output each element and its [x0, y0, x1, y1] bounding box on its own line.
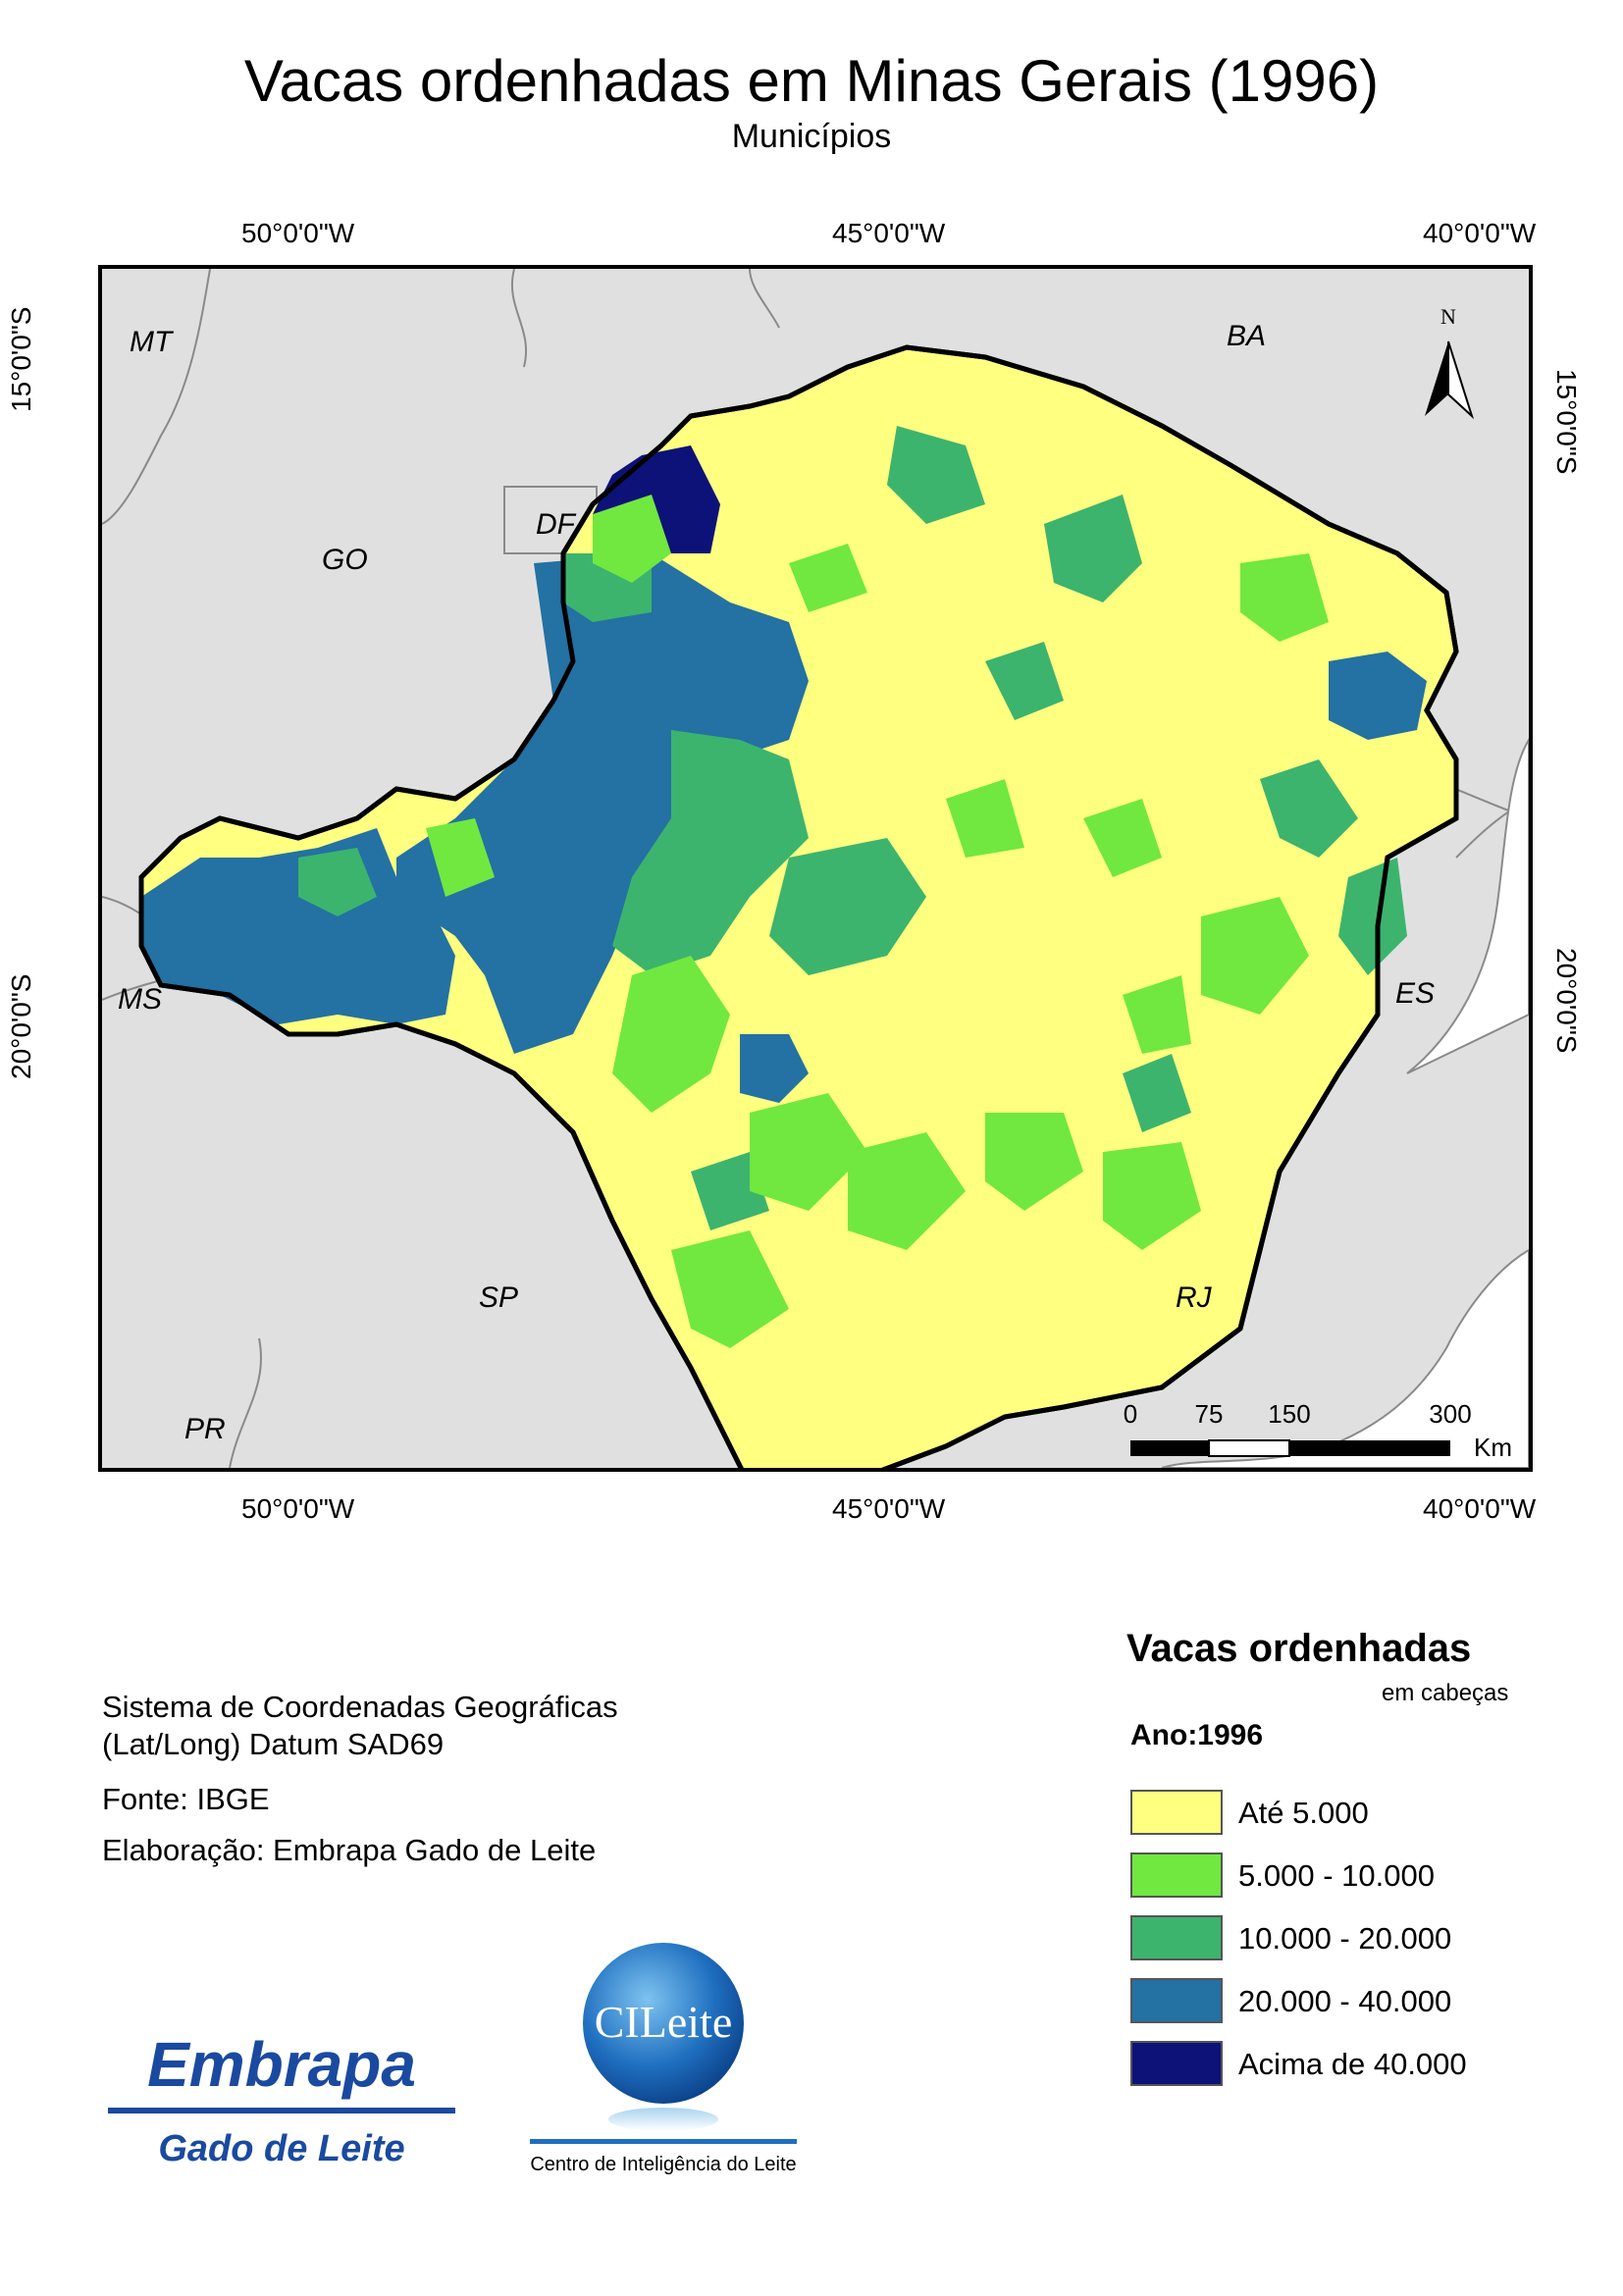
- state-label-mt: MT: [130, 326, 175, 358]
- map-canvas: MT BA GO DF MS ES SP RJ PR N 0 75 150 30…: [102, 269, 1529, 1468]
- note-coordinate-system-2: (Lat/Long) Datum SAD69: [102, 1727, 445, 1761]
- graticule-top-45w: 45°0'0"W: [832, 218, 946, 248]
- ocean: [1161, 1248, 1529, 1468]
- minas-gerais-border: [138, 344, 1459, 1468]
- graticule-bottom-45w: 45°0'0"W: [832, 1493, 946, 1524]
- class-2-area-1: [593, 495, 671, 583]
- note-coordinate-system-1: Sistema de Coordenadas Geográficas: [102, 1690, 618, 1724]
- scale-tick-150: 150: [1268, 1399, 1310, 1429]
- class-5-area-northwest: [593, 445, 720, 553]
- legend-item: Acima de 40.000: [1130, 2041, 1543, 2088]
- go-ba-boundary: [511, 269, 527, 368]
- legend-unit: em cabeças: [1382, 1680, 1509, 1706]
- state-label-go: GO: [322, 544, 368, 576]
- scale-tick-0: 0: [1124, 1399, 1137, 1429]
- class-2-area-5: [985, 1113, 1083, 1211]
- class-2-area-13: [789, 544, 867, 612]
- cileite-logo: CILeite Centro de Inteligência do Leite: [530, 1943, 797, 2178]
- legend-swatch: [1130, 1978, 1223, 2023]
- class-3-area-4: [887, 426, 985, 524]
- class-3-area-8: [298, 848, 377, 916]
- class-2-area-6: [1103, 1142, 1201, 1250]
- graticule-right-20s: 20°0'0"S: [1551, 948, 1582, 1054]
- class-4-area-south: [740, 1034, 809, 1103]
- legend-item: Até 5.000: [1130, 1790, 1543, 1837]
- state-label-df: DF: [536, 508, 577, 541]
- class-3-area-7: [1338, 858, 1407, 975]
- class-2-area-2: [612, 956, 730, 1113]
- cileite-logo-word: CILeite: [595, 1997, 733, 2047]
- note-credit: Elaboração: Embrapa Gado de Leite: [102, 1833, 597, 1867]
- class-2-area-10: [1083, 799, 1162, 877]
- scale-tick-300: 300: [1429, 1399, 1471, 1429]
- state-label-rj: RJ: [1176, 1281, 1213, 1314]
- scale-unit: Km: [1474, 1433, 1512, 1462]
- class-2-area-12: [1123, 975, 1191, 1054]
- legend-item: 20.000 - 40.000: [1130, 1978, 1543, 2025]
- note-source: Fonte: IBGE: [102, 1782, 270, 1816]
- legend-label: 5.000 - 10.000: [1238, 1858, 1435, 1893]
- map-frame: MT BA GO DF MS ES SP RJ PR N 0 75 150 30…: [98, 265, 1533, 1472]
- go-ba-boundary-2: [749, 269, 780, 329]
- state-label-sp: SP: [479, 1281, 518, 1314]
- legend-label: Acima de 40.000: [1238, 2047, 1467, 2081]
- class-2-area-14: [426, 818, 495, 897]
- embrapa-logo: Embrapa Gado de Leite: [108, 2011, 455, 2190]
- graticule-top-50w: 50°0'0"W: [241, 218, 355, 248]
- municipalities-layer: [141, 426, 1427, 1348]
- map-subtitle: Municípios: [731, 118, 892, 155]
- legend-swatch: [1130, 1915, 1223, 1960]
- legend-item: 5.000 - 10.000: [1130, 1852, 1543, 1900]
- class-3-area-3: [769, 838, 926, 975]
- graticule-left-20s: 20°0'0"S: [6, 973, 36, 1079]
- legend-swatch: [1130, 1852, 1223, 1898]
- legend-swatch: [1130, 2041, 1223, 2086]
- graticule-bottom-50w: 50°0'0"W: [241, 1493, 355, 1524]
- class-2-area-4: [848, 1132, 966, 1250]
- class-2-area-11: [946, 779, 1024, 858]
- class-2-area-8: [1201, 897, 1309, 1015]
- state-label-es: ES: [1395, 977, 1435, 1010]
- class-2-area-3: [750, 1093, 867, 1211]
- state-label-ba: BA: [1227, 320, 1266, 352]
- north-arrow-label: N: [1440, 304, 1456, 329]
- graticule-top-40w: 40°0'0"W: [1423, 218, 1537, 248]
- legend-year: Ano:1996: [1130, 1719, 1264, 1751]
- embrapa-logo-word: Embrapa: [147, 2029, 416, 2100]
- class-2-area-7: [671, 1230, 789, 1348]
- legend-title: Vacas ordenhadas: [1126, 1627, 1472, 1670]
- graticule-left-15s: 15°0'0"S: [6, 306, 36, 412]
- state-label-pr: PR: [184, 1413, 226, 1445]
- legend-swatch: [1130, 1790, 1223, 1835]
- class-4-area-northwest: [396, 553, 809, 1054]
- cileite-logo-caption: Centro de Inteligência do Leite: [530, 2154, 796, 2175]
- class-3-area-5: [1044, 495, 1142, 602]
- graticule-bottom-40w: 40°0'0"W: [1423, 1493, 1537, 1524]
- scale-tick-75: 75: [1195, 1399, 1224, 1429]
- legend-label: 10.000 - 20.000: [1238, 1921, 1452, 1956]
- class-3-area-9: [985, 642, 1064, 720]
- map-title: Vacas ordenhadas em Minas Gerais (1996): [243, 48, 1380, 114]
- mt-go-boundary: [102, 269, 211, 525]
- legend-item: 10.000 - 20.000: [1130, 1915, 1543, 1962]
- class-4-area-triangulo: [141, 828, 455, 1024]
- embrapa-logo-sub: Gado de Leite: [158, 2128, 404, 2169]
- north-arrow-icon: N: [1425, 304, 1475, 420]
- state-label-ms: MS: [118, 983, 162, 1016]
- legend-label: Até 5.000: [1238, 1796, 1369, 1830]
- class-3-area-6: [1260, 759, 1358, 858]
- class-2-area-9: [1240, 553, 1329, 642]
- class-4-area-east: [1329, 652, 1427, 740]
- legend-label: 20.000 - 40.000: [1238, 1984, 1452, 2018]
- ocean-east: [1406, 738, 1529, 1074]
- sp-pr-boundary: [229, 1337, 262, 1468]
- class-3-area-10: [1123, 1054, 1191, 1132]
- class-3-area-2: [612, 730, 809, 975]
- scale-bar: 0 75 150 300 Km: [1124, 1399, 1512, 1462]
- graticule-right-15s: 15°0'0"S: [1551, 369, 1582, 475]
